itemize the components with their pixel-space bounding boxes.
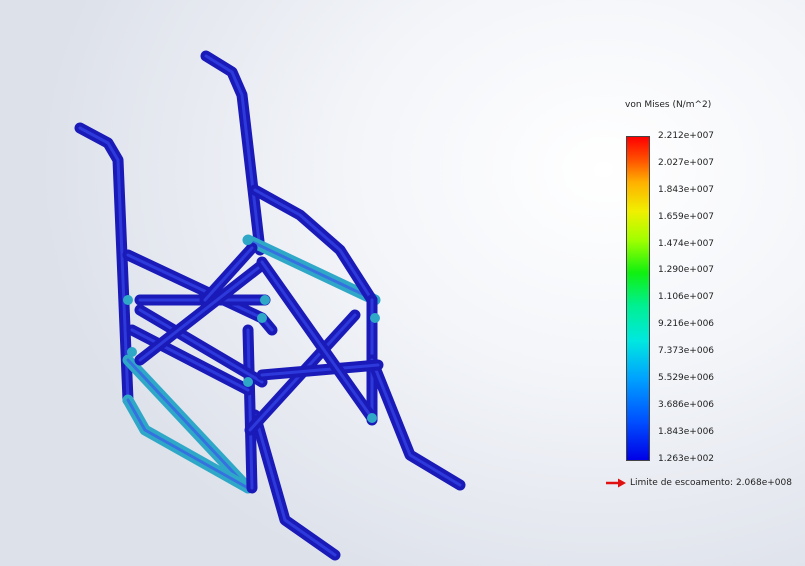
legend-title: von Mises (N/m^2) xyxy=(625,100,712,110)
right-push-handle-tube-highlight xyxy=(204,54,262,252)
legend-tick-label: 1.290e+007 xyxy=(658,265,715,275)
left-front-leg-tube-highlight xyxy=(126,358,250,490)
frame-joint xyxy=(260,295,270,305)
legend-tick-label: 1.843e+006 xyxy=(658,427,715,437)
front-vertical-tube-highlight xyxy=(246,328,254,490)
diagonal-brace-tube-c-highlight xyxy=(260,363,380,377)
red-arrow-icon xyxy=(606,478,626,488)
frame-joint xyxy=(243,377,253,387)
legend-tick-label: 2.212e+007 xyxy=(658,131,715,141)
frame-joint xyxy=(370,313,380,323)
front-lower-tube-highlight xyxy=(126,398,250,490)
frame-joint xyxy=(243,235,253,245)
left-footrest-tube-highlight xyxy=(253,413,337,557)
legend-tick-label: 1.106e+007 xyxy=(658,292,715,302)
frame-joint xyxy=(367,413,377,423)
legend-tick-label: 9.216e+006 xyxy=(658,319,715,329)
right-footrest-tube-highlight xyxy=(370,358,462,487)
legend-tick-label: 2.027e+007 xyxy=(658,158,715,168)
cross-brace-tube-c-highlight xyxy=(130,328,250,392)
legend-tick-label: 1.659e+007 xyxy=(658,212,715,222)
legend-tick-label: 5.529e+006 xyxy=(658,373,715,383)
right-push-handle-tube[interactable] xyxy=(200,50,266,256)
legend-tick-label: 1.263e+002 xyxy=(658,454,715,464)
frame-joint xyxy=(127,347,137,357)
left-push-handle-tube[interactable] xyxy=(74,122,134,406)
legend-tick-label: 7.373e+006 xyxy=(658,346,715,356)
cross-brace-tube-b-highlight xyxy=(138,308,264,384)
right-footrest-tube[interactable] xyxy=(366,354,466,491)
stress-legend: von Mises (N/m^2) 2.212e+007 2.027e+007 … xyxy=(600,100,800,500)
right-seat-tube-highlight xyxy=(246,238,377,302)
legend-tick-label: 3.686e+006 xyxy=(658,400,715,410)
stress-colorbar xyxy=(626,136,650,461)
frame-joint xyxy=(257,313,267,323)
yield-strength-label: Limite de escoamento: 2.068e+008 xyxy=(630,478,792,488)
legend-tick-label: 1.843e+007 xyxy=(658,185,715,195)
left-push-handle-tube-highlight xyxy=(78,126,130,402)
cross-brace-tube-d-highlight xyxy=(203,246,254,302)
right-backrest-upper-tube-highlight xyxy=(253,188,374,302)
diagonal-brace-tube-a-highlight xyxy=(138,263,264,362)
yield-strength-note: Limite de escoamento: 2.068e+008 xyxy=(605,476,792,490)
left-footrest-tube[interactable] xyxy=(249,409,341,561)
wheelchair-frame-model[interactable] xyxy=(0,0,600,566)
front-lower-tube[interactable] xyxy=(122,394,254,494)
frame-joint xyxy=(123,295,133,305)
legend-tick-label: 1.474e+007 xyxy=(658,239,715,249)
diagonal-brace-tube-d-highlight xyxy=(260,260,374,420)
